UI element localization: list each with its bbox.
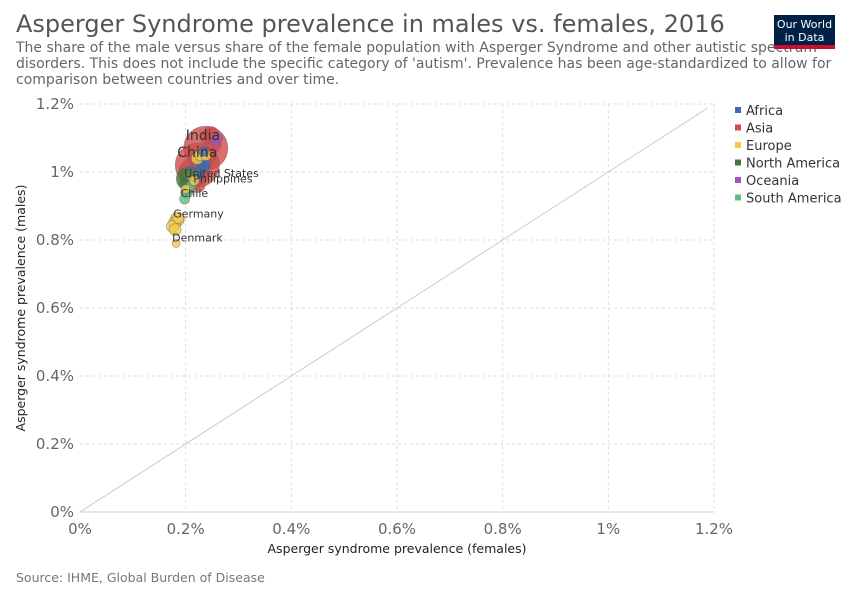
point-label: Philippines bbox=[193, 173, 253, 186]
data-point[interactable] bbox=[172, 211, 185, 224]
legend-swatch bbox=[735, 142, 741, 148]
y-tick-label: 0.2% bbox=[36, 435, 74, 453]
y-tick-label: 1.2% bbox=[36, 95, 74, 113]
data-point[interactable] bbox=[179, 193, 190, 205]
x-tick-label: 1.2% bbox=[695, 520, 733, 538]
data-point[interactable] bbox=[168, 223, 182, 237]
data-point[interactable] bbox=[171, 239, 181, 248]
data-point[interactable] bbox=[198, 146, 209, 157]
chart-title: Asperger Syndrome prevalence in males vs… bbox=[16, 10, 725, 38]
legend-item[interactable]: Asia bbox=[746, 122, 773, 137]
x-tick-label: 0% bbox=[68, 520, 92, 538]
data-point[interactable] bbox=[180, 184, 191, 194]
owid-logo[interactable]: Our World in Data bbox=[774, 15, 835, 49]
legend-item[interactable]: Oceania bbox=[746, 174, 799, 189]
legend-item[interactable]: Africa bbox=[746, 104, 783, 119]
x-axis-label: Asperger syndrome prevalence (females) bbox=[268, 541, 527, 556]
legend-swatch bbox=[735, 159, 741, 166]
legend-swatch bbox=[735, 177, 741, 183]
point-label: United States bbox=[184, 167, 259, 180]
x-tick-label: 0.8% bbox=[484, 520, 522, 538]
legend-item[interactable]: Europe bbox=[746, 139, 792, 154]
legend-item[interactable]: South America bbox=[746, 192, 842, 207]
x-tick-label: 1% bbox=[596, 520, 620, 538]
y-tick-label: 0% bbox=[50, 503, 74, 521]
source-note[interactable]: Source: IHME, Global Burden of Disease bbox=[16, 570, 265, 585]
diagonal-reference-line bbox=[79, 107, 708, 513]
point-label: China bbox=[177, 145, 217, 161]
y-tick-label: 0.6% bbox=[36, 299, 74, 317]
logo-line-2: in Data bbox=[784, 31, 825, 44]
data-point[interactable] bbox=[188, 175, 200, 186]
legend-swatch bbox=[735, 107, 741, 113]
x-tick-label: 0.6% bbox=[378, 520, 416, 538]
legend-swatch bbox=[735, 194, 741, 201]
logo-line-1: Our World bbox=[776, 18, 833, 31]
point-label: Germany bbox=[173, 208, 224, 221]
x-tick-label: 0.4% bbox=[272, 520, 310, 538]
y-axis-label: Asperger syndrome prevalence (males) bbox=[13, 185, 28, 432]
y-tick-label: 1% bbox=[50, 163, 74, 181]
data-point[interactable] bbox=[213, 133, 224, 143]
point-label: India bbox=[186, 128, 220, 144]
x-tick-label: 0.2% bbox=[167, 520, 205, 538]
legend-item[interactable]: North America bbox=[746, 157, 840, 172]
y-tick-label: 0.4% bbox=[36, 367, 74, 385]
chart-subtitle: The share of the male versus share of th… bbox=[16, 40, 832, 88]
point-label: Denmark bbox=[172, 231, 223, 244]
point-label: Chile bbox=[181, 187, 209, 200]
legend-swatch bbox=[735, 124, 741, 131]
y-tick-label: 0.8% bbox=[36, 231, 74, 249]
